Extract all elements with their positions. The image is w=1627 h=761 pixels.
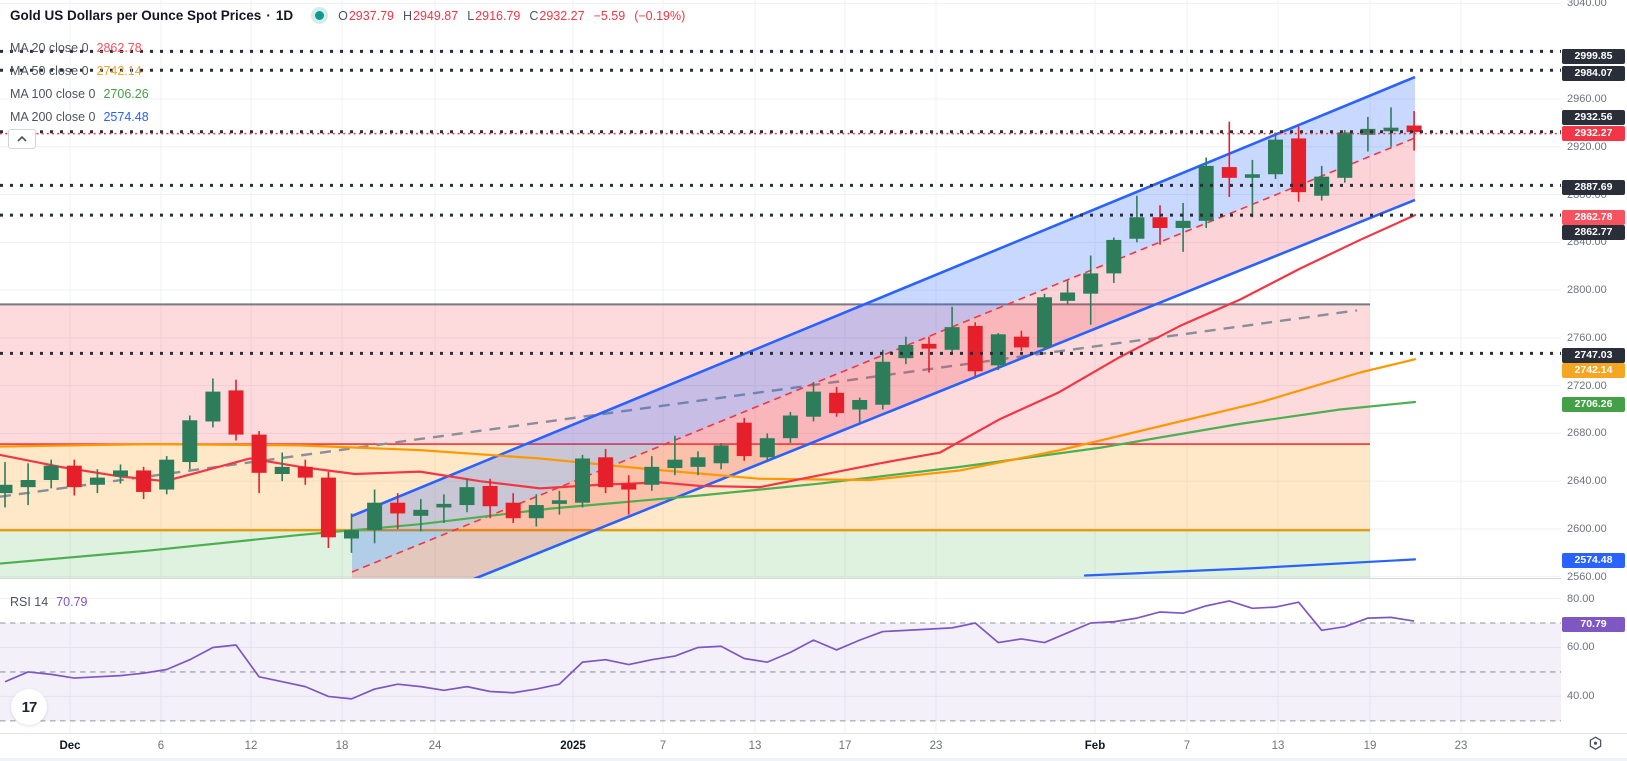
rsi-value: 70.79: [56, 595, 88, 609]
time-axis-label: 24: [428, 740, 442, 752]
high-value: 2949.87: [413, 8, 459, 23]
price-tick-label: 2680.00: [1567, 427, 1607, 440]
symbol-title-row[interactable]: Gold US Dollars per Ounce Spot Prices · …: [10, 8, 685, 23]
price-badge: 2862.78: [1562, 209, 1625, 225]
price-tick-label: 2960.00: [1567, 93, 1607, 105]
price-badge: 2999.85: [1562, 48, 1625, 64]
time-axis-label: 23: [929, 740, 943, 752]
price-badge: 2862.77: [1562, 224, 1625, 240]
ma50-value: 2742.14: [96, 64, 142, 78]
symbol-title[interactable]: Gold US Dollars per Ounce Spot Prices: [10, 8, 262, 23]
ma50-label: MA 50 close 0: [10, 64, 89, 78]
bottom-scrollbar: [0, 758, 1627, 761]
price-tick-label: 2760.00: [1567, 331, 1607, 344]
time-axis-label: 6: [157, 740, 165, 752]
time-axis[interactable]: Dec 6 12 18 24 2025 7 13 17 23 Feb 7 13 19 23: [0, 733, 1627, 761]
market-status-icon: [315, 11, 325, 20]
title-separator: ·: [266, 8, 271, 23]
collapse-legend-button[interactable]: [8, 129, 36, 149]
gear-glyph: [1589, 735, 1601, 750]
time-axis-label: 23: [1454, 740, 1468, 752]
price-tick-label: 2800.00: [1567, 284, 1607, 297]
price-tick-label: 2920.00: [1567, 140, 1607, 153]
ma100-label: MA 100 close 0: [10, 87, 96, 101]
time-axis-label: 7: [659, 740, 667, 752]
price-tick-label: 2560.00: [1567, 570, 1607, 583]
settings-gear-icon[interactable]: [1585, 733, 1605, 753]
close-value: 2932.27: [539, 8, 585, 23]
indicator-legend-ma20[interactable]: MA 20 close 0 2862.78: [10, 41, 142, 55]
rsi-tick-label: 80.00: [1567, 592, 1595, 605]
indicator-legend-ma200[interactable]: MA 200 close 0 2574.48: [10, 110, 149, 124]
time-axis-label: 12: [244, 740, 258, 752]
price-badge: 2932.56: [1562, 109, 1625, 125]
indicator-legend-ma100[interactable]: MA 100 close 0 2706.26: [10, 87, 149, 101]
tradingview-logo[interactable]: 17: [11, 689, 47, 725]
price-badge: 2887.69: [1562, 179, 1625, 195]
indicator-legend-ma50[interactable]: MA 50 close 0 2742.14: [10, 64, 142, 78]
ohlc-values: O 2937.79 H 2949.87 L 2916.79 C 2932.27 −5.5…: [338, 9, 685, 23]
time-axis-label: 13: [748, 740, 762, 752]
low-label: L: [467, 8, 475, 23]
change-value: −5.59: [593, 8, 626, 23]
high-label: H: [403, 8, 413, 23]
time-axis-label: 17: [838, 740, 852, 752]
price-badge: 2706.26: [1562, 396, 1625, 412]
chevron-up-icon: [17, 136, 27, 142]
price-badge: 2932.27: [1562, 125, 1625, 141]
ma20-value: 2862.78: [96, 41, 142, 55]
price-tick-label: 2640.00: [1567, 475, 1607, 488]
close-label: C: [529, 8, 539, 23]
time-axis-label: 19: [1363, 740, 1377, 752]
ma20-label: MA 20 close 0: [10, 41, 89, 55]
open-value: 2937.79: [348, 8, 394, 23]
price-badge: 2742.14: [1562, 362, 1625, 378]
price-badge: 2984.07: [1562, 65, 1625, 81]
time-axis-label: Feb: [1084, 740, 1106, 752]
rsi-tick-label: 40.00: [1567, 690, 1595, 703]
rsi-legend[interactable]: RSI 14 70.79: [10, 595, 88, 609]
price-badge: 2747.03: [1562, 347, 1625, 363]
interval-label[interactable]: 1D: [275, 8, 294, 23]
price-badge: 2574.48: [1562, 552, 1625, 568]
change-percent: (−0.19%): [634, 8, 686, 23]
price-badge: 70.79: [1562, 616, 1625, 632]
ma200-value: 2574.48: [103, 110, 149, 124]
time-axis-label: Dec: [59, 740, 81, 752]
ma100-value: 2706.26: [103, 87, 149, 101]
price-chart[interactable]: [0, 0, 1561, 733]
price-tick-label: 2600.00: [1567, 522, 1607, 535]
chart-legend: Gold US Dollars per Ounce Spot Prices · …: [8, 8, 685, 149]
chart-canvas[interactable]: [0, 0, 1561, 733]
rsi-tick-label: 60.00: [1567, 641, 1595, 654]
price-axis[interactable]: 3040.00 2960.00 2920.00 2880.00 2840.00 2800.…: [1561, 0, 1627, 733]
open-label: O: [338, 8, 348, 23]
time-axis-label: 13: [1271, 740, 1285, 752]
time-axis-label: 18: [335, 740, 349, 752]
ma200-label: MA 200 close 0: [10, 110, 96, 124]
price-tick-label: 2720.00: [1567, 379, 1607, 392]
time-axis-label: 2025: [560, 740, 586, 752]
low-value: 2916.79: [475, 8, 521, 23]
rsi-name: RSI 14: [10, 595, 49, 609]
price-tick-label: 3040.00: [1567, 0, 1607, 10]
time-axis-label: 7: [1183, 740, 1191, 752]
